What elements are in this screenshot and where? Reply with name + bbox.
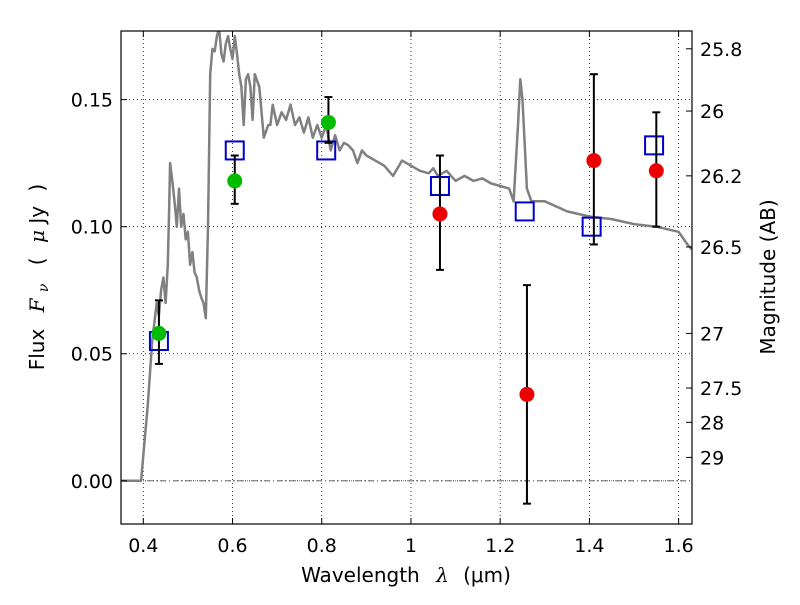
y-tick-label: 0.05 bbox=[71, 344, 113, 366]
observed-flux-point bbox=[227, 173, 243, 189]
series-group bbox=[121, 31, 692, 505]
x-tick-label: 0.8 bbox=[307, 535, 337, 557]
y-tick-label: 0.15 bbox=[71, 90, 113, 112]
observed-flux-point bbox=[586, 153, 602, 169]
y2-tick-label: 29 bbox=[700, 447, 724, 469]
y2-tick-label: 27 bbox=[700, 323, 724, 345]
x-tick-label: 0.6 bbox=[217, 535, 247, 557]
observed-flux-point bbox=[432, 206, 448, 222]
x-tick-label: 1 bbox=[405, 535, 417, 557]
y2-tick-label: 26.2 bbox=[700, 166, 742, 188]
y-tick-label: 0.10 bbox=[71, 217, 113, 239]
y-tick-label: 0.00 bbox=[71, 471, 113, 493]
y-axis-label-unit-symbol: μ bbox=[25, 230, 49, 243]
y-axis-label-subscript: ν bbox=[36, 283, 52, 292]
x-axis-label-text: Wavelength bbox=[301, 563, 420, 587]
y2-tick-label: 28 bbox=[700, 412, 724, 434]
model-flux-square bbox=[514, 201, 535, 222]
model-flux-square bbox=[581, 216, 602, 237]
y-axis-label-unit-close: ) bbox=[25, 184, 49, 192]
y2-tick-label: 26.5 bbox=[700, 237, 742, 259]
observed-flux-point bbox=[519, 386, 535, 402]
x-axis-label-symbol: λ bbox=[435, 563, 449, 587]
x-tick-label: 1.4 bbox=[574, 535, 604, 557]
y-axis-label-text: Flux bbox=[25, 329, 49, 371]
y2-axis-label: Magnitude (AB) bbox=[756, 199, 780, 354]
y-axis-label: Flux F ν ( μ Jy ) bbox=[25, 184, 53, 371]
y2-tick-label: 27.5 bbox=[700, 378, 742, 400]
observed-flux-point bbox=[151, 325, 167, 341]
tick-layer: 0.4 0.6 0.8 1 1.2 1.4 1.6 0.00 0.05 0.10 0.15 25.8 2… bbox=[71, 31, 742, 557]
x-axis-label-unit: (μm) bbox=[463, 563, 511, 587]
observed-flux-point bbox=[320, 114, 336, 130]
x-tick-label: 1.2 bbox=[485, 535, 515, 557]
model-flux-square bbox=[644, 135, 665, 156]
series-layer bbox=[121, 31, 692, 505]
plot-frame bbox=[120, 30, 693, 525]
x-axis-label: Wavelength λ (μm) bbox=[301, 563, 511, 587]
y-axis-label-unit-open: ( bbox=[25, 257, 49, 265]
x-tick-label: 1.6 bbox=[664, 535, 694, 557]
y2-tick-label: 25.8 bbox=[700, 39, 742, 61]
y-axis-label-symbol: F bbox=[25, 297, 49, 313]
x-tick-label: 0.4 bbox=[128, 535, 158, 557]
model-spectrum-line bbox=[121, 31, 692, 483]
y-axis-label-unit-rest: Jy bbox=[25, 206, 49, 226]
y2-tick-label: 26 bbox=[700, 101, 724, 123]
model-flux-square bbox=[316, 140, 337, 161]
observed-flux-point bbox=[648, 163, 664, 179]
